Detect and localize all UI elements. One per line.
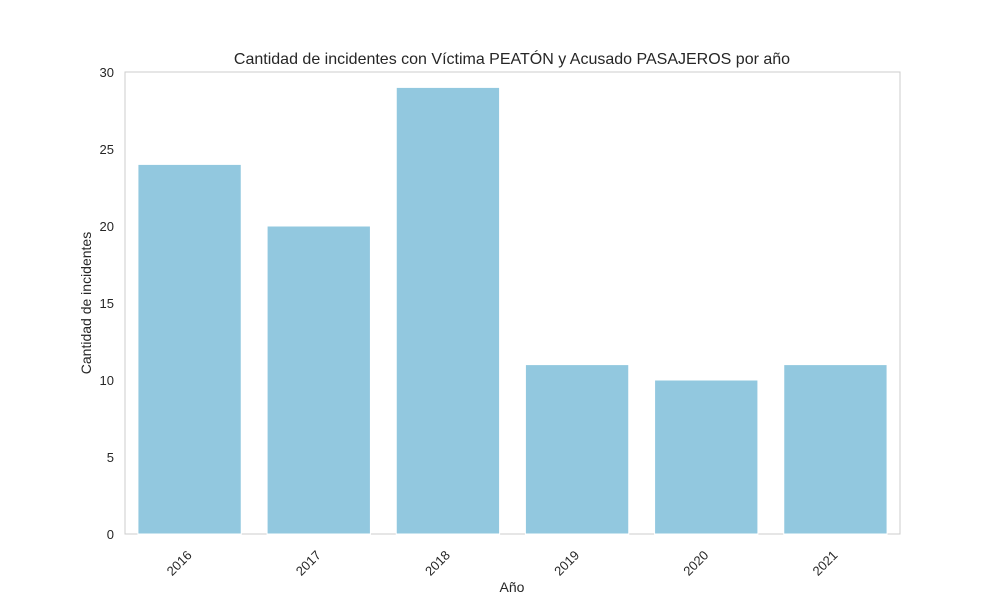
x-tick-label: 2020 bbox=[680, 548, 711, 579]
y-tick-label: 0 bbox=[107, 527, 114, 542]
bar-2017 bbox=[266, 225, 371, 535]
bar-2021 bbox=[783, 364, 888, 535]
x-tick-label: 2019 bbox=[551, 548, 582, 579]
y-tick-label: 25 bbox=[100, 142, 114, 157]
x-tick-label: 2021 bbox=[809, 548, 840, 579]
plot-area: 0 5 10 15 20 25 30 2016 2017 2018 2019 2020 2021 bbox=[100, 65, 901, 579]
x-tick-label: 2017 bbox=[293, 548, 324, 579]
y-tick-label: 30 bbox=[100, 65, 114, 80]
plot-frame bbox=[124, 71, 901, 535]
bar-2018 bbox=[395, 86, 501, 535]
chart-title: Cantidad de incidentes con Víctima PEATÓ… bbox=[234, 49, 790, 68]
y-tick-label: 10 bbox=[100, 373, 114, 388]
bar-2019 bbox=[524, 364, 630, 535]
y-axis-label: Cantidad de incidentes bbox=[78, 232, 94, 374]
x-tick-label: 2018 bbox=[422, 548, 453, 579]
x-tick-label: 2016 bbox=[164, 548, 195, 579]
y-tick-label: 20 bbox=[100, 219, 114, 234]
y-tick-label: 5 bbox=[107, 450, 114, 465]
bar-2016 bbox=[137, 163, 242, 535]
y-tick-label: 15 bbox=[100, 296, 114, 311]
x-axis-label: Año bbox=[500, 579, 525, 595]
bar-2020 bbox=[654, 379, 759, 535]
